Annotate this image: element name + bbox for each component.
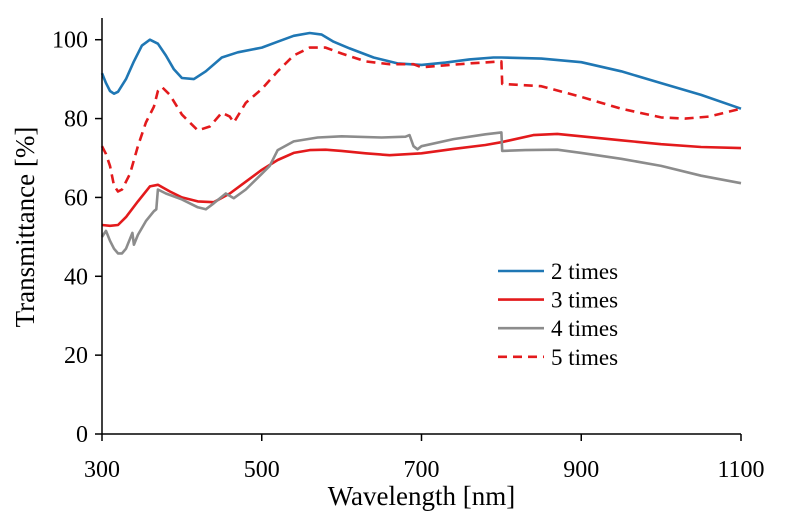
- y-tick-label: 60: [64, 185, 88, 211]
- x-tick-label: 900: [563, 457, 599, 483]
- legend-label: 3 times: [551, 288, 618, 313]
- y-tick-label: 0: [76, 422, 88, 448]
- y-tick-label: 40: [64, 264, 88, 290]
- series-line-5-times: [100, 46, 742, 193]
- x-tick-label: 300: [84, 457, 120, 483]
- y-tick-label: 100: [52, 28, 88, 54]
- x-tick-label: 700: [404, 457, 440, 483]
- series-line-4-times: [100, 131, 742, 255]
- series-line-2-times: [100, 31, 742, 110]
- x-tick-label: 1100: [717, 457, 764, 483]
- legend-label: 5 times: [551, 345, 618, 370]
- y-axis-title: Transmittance [%]: [10, 127, 40, 328]
- series-line-3-times: [101, 132, 742, 228]
- legend-label: 4 times: [551, 316, 618, 341]
- y-tick-label: 80: [64, 107, 88, 133]
- x-tick-label: 500: [244, 457, 280, 483]
- plot-area: [100, 31, 742, 255]
- axes: 0 20 40 60 80 100 300 500 700 900 1100: [52, 18, 765, 483]
- legend-label: 2 times: [551, 259, 618, 284]
- y-tick-label: 20: [64, 343, 88, 369]
- x-axis-title: Wavelength [nm]: [328, 481, 516, 511]
- legend: 2 times 3 times 4 times 5 times: [498, 259, 618, 370]
